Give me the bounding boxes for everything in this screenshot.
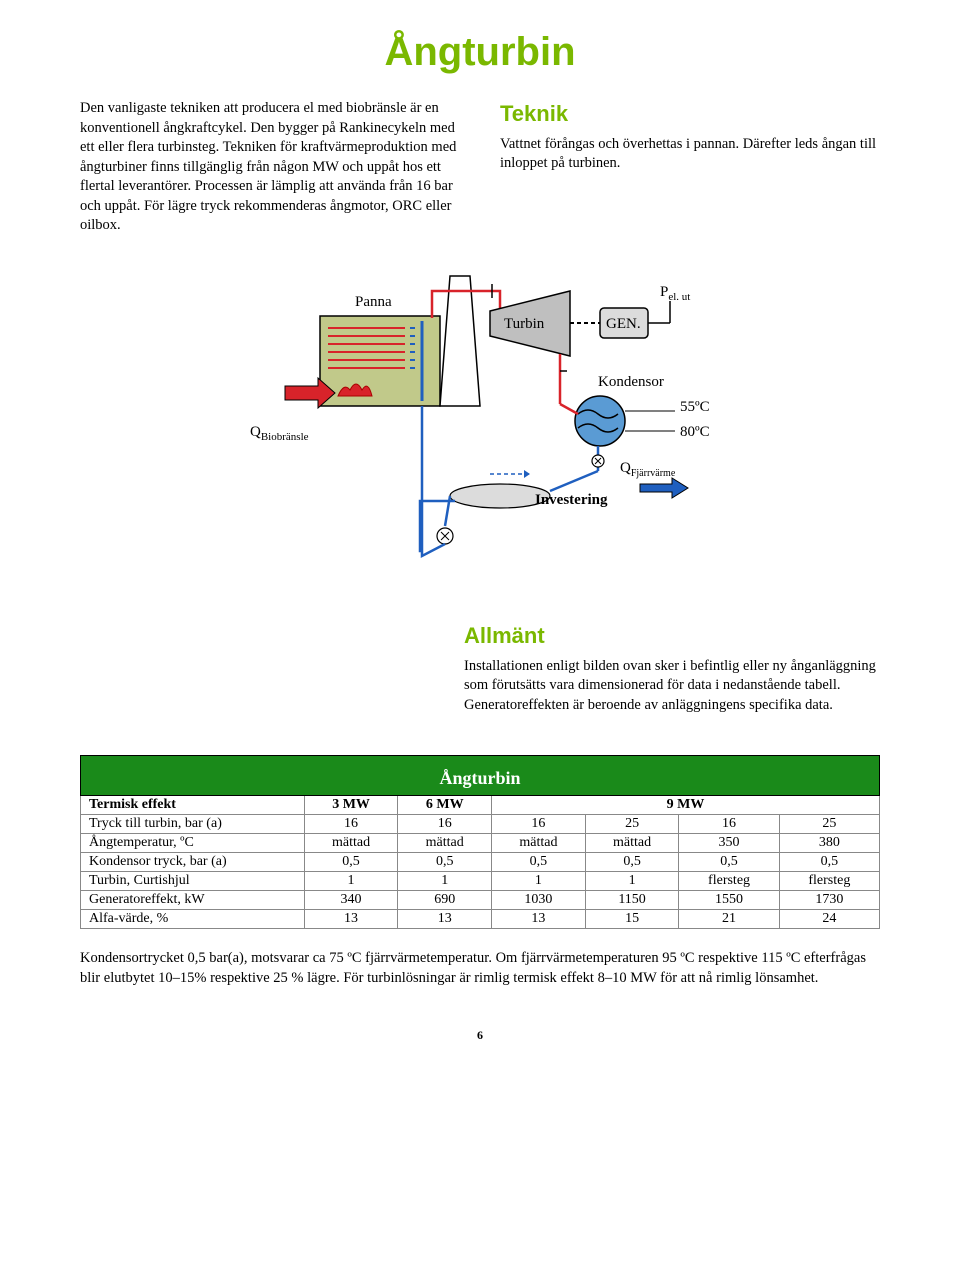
intro-right: Teknik Vattnet förångas och överhettas i… xyxy=(500,99,880,236)
row-label-cell: Kondensor tryck, bar (a) xyxy=(81,853,305,872)
allmant-block: Allmänt Installationen enligt bilden ova… xyxy=(464,621,880,715)
data-cell: 0,5 xyxy=(398,853,492,872)
data-cell: 0,5 xyxy=(779,853,879,872)
allmant-body: Installationen enligt bilden ovan sker i… xyxy=(464,657,880,716)
teknik-body: Vattnet förångas och överhettas i pannan… xyxy=(500,135,880,174)
data-cell: 0,5 xyxy=(492,853,586,872)
condenser-label: Kondensor xyxy=(598,374,664,390)
data-cell: mättad xyxy=(492,834,586,853)
row-label-cell: Alfa-värde, % xyxy=(81,910,305,929)
condenser-icon xyxy=(575,396,625,446)
panna-label: Panna xyxy=(355,294,392,310)
data-cell: 13 xyxy=(492,910,586,929)
data-cell: 1550 xyxy=(679,891,779,910)
intro-columns: Den vanligaste tekniken att producera el… xyxy=(80,99,880,236)
fjarr-arrow-icon xyxy=(640,478,688,498)
table-row: Tryck till turbin, bar (a)161616251625 xyxy=(81,815,880,834)
data-cell: mättad xyxy=(585,834,679,853)
table-row: Ångtemperatur, ºCmättadmättadmättadmätta… xyxy=(81,834,880,853)
data-cell: 1 xyxy=(585,872,679,891)
data-cell: 1730 xyxy=(779,891,879,910)
intro-left: Den vanligaste tekniken att producera el… xyxy=(80,99,460,236)
data-cell: 340 xyxy=(304,891,398,910)
page-title: Ångturbin xyxy=(80,30,880,75)
header-cell: 3 MW xyxy=(304,796,398,815)
temp-in-label: 80ºC xyxy=(680,424,710,440)
data-cell: 24 xyxy=(779,910,879,929)
data-cell: 1 xyxy=(398,872,492,891)
table-row: Generatoreffekt, kW340690103011501550173… xyxy=(81,891,880,910)
data-cell: flersteg xyxy=(779,872,879,891)
table-row: Alfa-värde, %131313152124 xyxy=(81,910,880,929)
data-cell: 1030 xyxy=(492,891,586,910)
data-cell: 25 xyxy=(585,815,679,834)
page-number: 6 xyxy=(80,1028,880,1043)
data-cell: 1 xyxy=(492,872,586,891)
footnote-text: Kondensortrycket 0,5 bar(a), motsvarar c… xyxy=(80,949,880,988)
data-cell: 16 xyxy=(304,815,398,834)
temp-out-label: 55ºC xyxy=(680,399,710,415)
row-label-cell: Turbin, Curtishjul xyxy=(81,872,305,891)
header-cell: Termisk effekt xyxy=(81,796,305,815)
investering-label: Investering xyxy=(535,492,608,508)
data-cell: 1 xyxy=(304,872,398,891)
panna-icon xyxy=(320,276,480,406)
data-cell: 0,5 xyxy=(304,853,398,872)
turbine-label: Turbin xyxy=(504,316,545,332)
data-cell: flersteg xyxy=(679,872,779,891)
teknik-heading: Teknik xyxy=(500,99,880,129)
p-el-label: Pel. ut xyxy=(660,284,690,303)
table-header-row: Termisk effekt 3 MW 6 MW 9 MW xyxy=(81,796,880,815)
row-label-cell: Tryck till turbin, bar (a) xyxy=(81,815,305,834)
process-diagram: Panna QBiobränsle Turbin GEN. Pel. ut xyxy=(200,256,760,581)
table-title: Ångturbin xyxy=(81,756,880,796)
data-cell: 1150 xyxy=(585,891,679,910)
data-cell: 350 xyxy=(679,834,779,853)
header-cell: 9 MW xyxy=(492,796,880,815)
q-bio-label: QBiobränsle xyxy=(250,424,309,443)
data-cell: 25 xyxy=(779,815,879,834)
row-label-cell: Generatoreffekt, kW xyxy=(81,891,305,910)
data-cell: 0,5 xyxy=(585,853,679,872)
data-cell: 0,5 xyxy=(679,853,779,872)
data-cell: mättad xyxy=(398,834,492,853)
q-fjarr-label: QFjärrvärme xyxy=(620,460,676,479)
generator-label: GEN. xyxy=(606,316,641,332)
data-cell: 16 xyxy=(398,815,492,834)
allmant-heading: Allmänt xyxy=(464,621,880,651)
data-cell: 380 xyxy=(779,834,879,853)
table-row: Kondensor tryck, bar (a)0,50,50,50,50,50… xyxy=(81,853,880,872)
data-cell: 13 xyxy=(398,910,492,929)
data-cell: 15 xyxy=(585,910,679,929)
data-cell: 13 xyxy=(304,910,398,929)
table-row: Turbin, Curtishjul1111flerstegflersteg xyxy=(81,872,880,891)
data-cell: 21 xyxy=(679,910,779,929)
data-cell: 16 xyxy=(492,815,586,834)
data-cell: mättad xyxy=(304,834,398,853)
data-cell: 690 xyxy=(398,891,492,910)
row-label-cell: Ångtemperatur, ºC xyxy=(81,834,305,853)
data-cell: 16 xyxy=(679,815,779,834)
header-cell: 6 MW xyxy=(398,796,492,815)
data-table: Ångturbin Termisk effekt 3 MW 6 MW 9 MW … xyxy=(80,755,880,929)
